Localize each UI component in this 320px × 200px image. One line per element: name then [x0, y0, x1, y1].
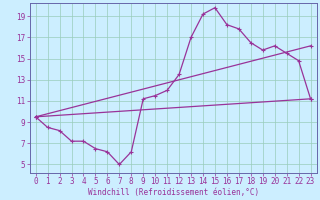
X-axis label: Windchill (Refroidissement éolien,°C): Windchill (Refroidissement éolien,°C): [88, 188, 259, 197]
